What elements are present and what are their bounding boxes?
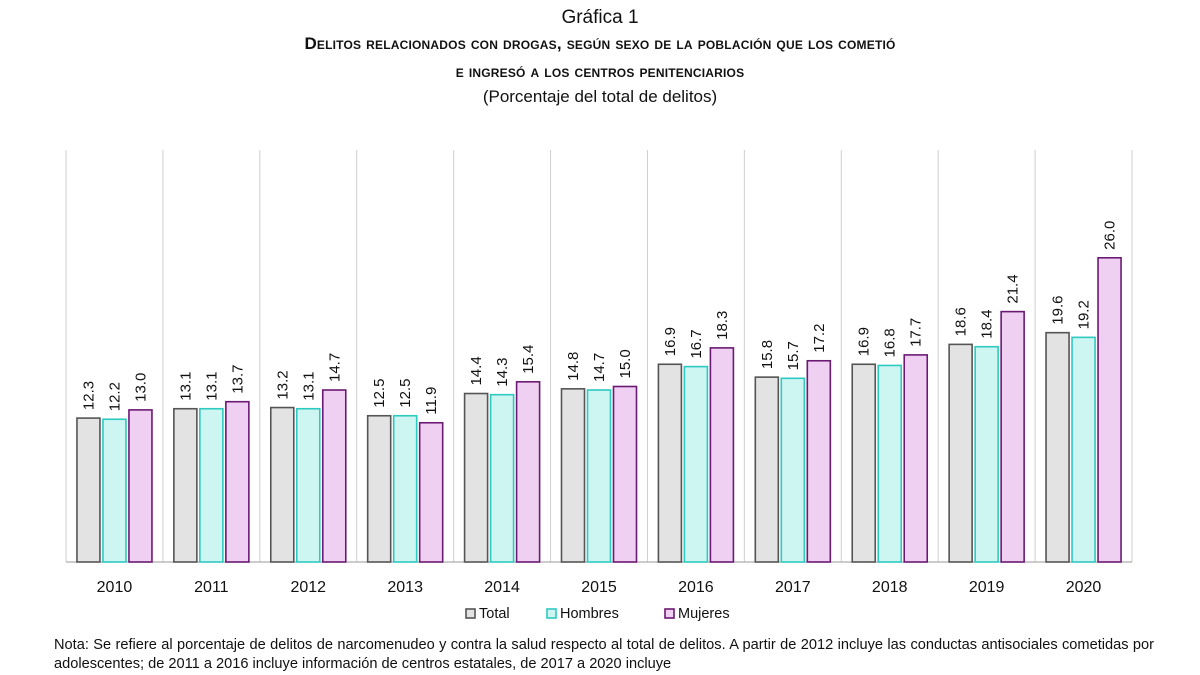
bar-total-2014 — [463, 392, 489, 563]
bar-total-2018 — [851, 363, 877, 563]
data-label-mujeres-2012: 14.7 — [326, 353, 343, 382]
legend-swatch-mujeres — [664, 608, 675, 619]
data-label-total-2013: 12.5 — [371, 379, 388, 408]
data-label-total-2014: 14.4 — [468, 356, 485, 385]
data-label-hombres-2015: 14.7 — [591, 353, 608, 382]
data-label-total-2019: 18.6 — [953, 307, 970, 336]
data-label-total-2011: 13.1 — [177, 372, 194, 401]
bar-hombres-2019 — [974, 345, 999, 563]
bar-total-2017 — [754, 376, 780, 563]
data-label-total-2010: 12.3 — [80, 381, 97, 410]
bar-hombres-2020 — [1071, 336, 1096, 563]
bar-total-2010 — [76, 417, 101, 563]
x-tick-label-2016: 2016 — [678, 579, 714, 596]
data-label-total-2018: 16.9 — [856, 327, 873, 356]
bar-hombres-2010 — [102, 418, 127, 563]
bar-total-2012 — [269, 406, 295, 563]
bar-mujeres-2011 — [225, 400, 250, 563]
bar-hombres-2016 — [683, 365, 709, 563]
data-label-hombres-2011: 13.1 — [203, 372, 220, 401]
data-label-hombres-2017: 15.7 — [785, 341, 802, 370]
footnote: Nota: Se refiere al porcentaje de delito… — [54, 637, 1154, 672]
x-tick-label-2010: 2010 — [97, 579, 133, 596]
figure-label: Gráfica 1 — [561, 7, 639, 28]
data-label-mujeres-2013: 11.9 — [423, 387, 440, 415]
legend-label-mujeres: Mujeres — [678, 606, 730, 622]
legend-swatch-total — [465, 608, 476, 619]
data-label-mujeres-2016: 18.3 — [714, 311, 731, 340]
bar-mujeres-2017 — [806, 359, 832, 563]
data-label-hombres-2020: 19.2 — [1076, 300, 1093, 329]
title-block: Gráfica 1 Delitos relacionados con droga… — [0, 6, 1200, 108]
data-label-mujeres-2020: 26.0 — [1102, 221, 1119, 250]
bar-mujeres-2020 — [1097, 256, 1122, 563]
data-label-hombres-2012: 13.1 — [300, 372, 317, 401]
data-label-hombres-2018: 16.8 — [882, 328, 899, 357]
bar-mujeres-2014 — [515, 381, 541, 563]
bar-mujeres-2015 — [612, 385, 638, 563]
data-label-total-2016: 16.9 — [662, 327, 679, 356]
x-tick-label-2018: 2018 — [872, 579, 908, 596]
x-tick-label-2014: 2014 — [484, 579, 520, 596]
bar-chart: 12.3 12.2 13.0 2010 13.1 13.1 13.7 2011 13.2 13.1… — [65, 150, 1133, 622]
data-label-mujeres-2017: 17.2 — [811, 324, 828, 353]
bar-total-2015 — [560, 388, 586, 563]
data-label-mujeres-2010: 13.0 — [132, 373, 149, 402]
x-tick-label-2020: 2020 — [1066, 579, 1102, 596]
bar-hombres-2012 — [295, 407, 321, 563]
bar-total-2019 — [948, 343, 973, 563]
bar-hombres-2018 — [877, 364, 903, 563]
data-label-total-2020: 19.6 — [1050, 295, 1067, 324]
bar-total-2020 — [1045, 331, 1070, 563]
data-label-mujeres-2011: 13.7 — [229, 365, 246, 394]
data-label-hombres-2014: 14.3 — [494, 357, 511, 386]
bar-mujeres-2018 — [903, 354, 929, 563]
data-label-hombres-2016: 16.7 — [688, 329, 705, 358]
bar-total-2011 — [173, 407, 198, 563]
legend-label-hombres: Hombres — [560, 606, 619, 622]
data-label-hombres-2013: 12.5 — [397, 379, 414, 408]
legend-label-total: Total — [479, 606, 510, 622]
chart-title-line-1: Delitos relacionados con drogas, según s… — [304, 34, 896, 53]
bar-mujeres-2013 — [418, 421, 444, 563]
data-label-total-2012: 13.2 — [274, 370, 291, 399]
data-label-hombres-2010: 12.2 — [106, 382, 123, 411]
data-label-total-2015: 14.8 — [565, 352, 582, 381]
x-tick-label-2015: 2015 — [581, 579, 617, 596]
bar-hombres-2017 — [780, 377, 806, 563]
x-tick-label-2012: 2012 — [290, 579, 326, 596]
legend-swatch-hombres — [546, 608, 557, 619]
x-tick-label-2013: 2013 — [387, 579, 423, 596]
data-label-hombres-2019: 18.4 — [979, 310, 996, 339]
bar-total-2016 — [657, 363, 683, 563]
x-tick-label-2011: 2011 — [194, 579, 229, 596]
x-tick-label-2019: 2019 — [969, 579, 1005, 596]
data-label-mujeres-2014: 15.4 — [520, 345, 537, 374]
data-label-mujeres-2018: 17.7 — [908, 318, 925, 347]
data-label-mujeres-2015: 15.0 — [617, 349, 634, 378]
bar-hombres-2013 — [392, 414, 418, 563]
bar-total-2013 — [366, 414, 392, 563]
bar-hombres-2011 — [199, 407, 224, 563]
bar-hombres-2015 — [586, 389, 612, 563]
bar-mujeres-2012 — [321, 389, 347, 563]
bar-mujeres-2019 — [1000, 310, 1025, 563]
x-tick-label-2017: 2017 — [775, 579, 811, 596]
bar-mujeres-2010 — [128, 409, 153, 563]
chart-subtitle: (Porcentaje del total de delitos) — [482, 87, 718, 106]
bar-hombres-2014 — [489, 393, 515, 563]
chart-title-line-2: e ingresó a los centros penitenciarios — [455, 62, 745, 81]
bar-mujeres-2016 — [709, 347, 735, 563]
data-label-total-2017: 15.8 — [759, 340, 776, 369]
data-label-mujeres-2019: 21.4 — [1005, 274, 1022, 303]
